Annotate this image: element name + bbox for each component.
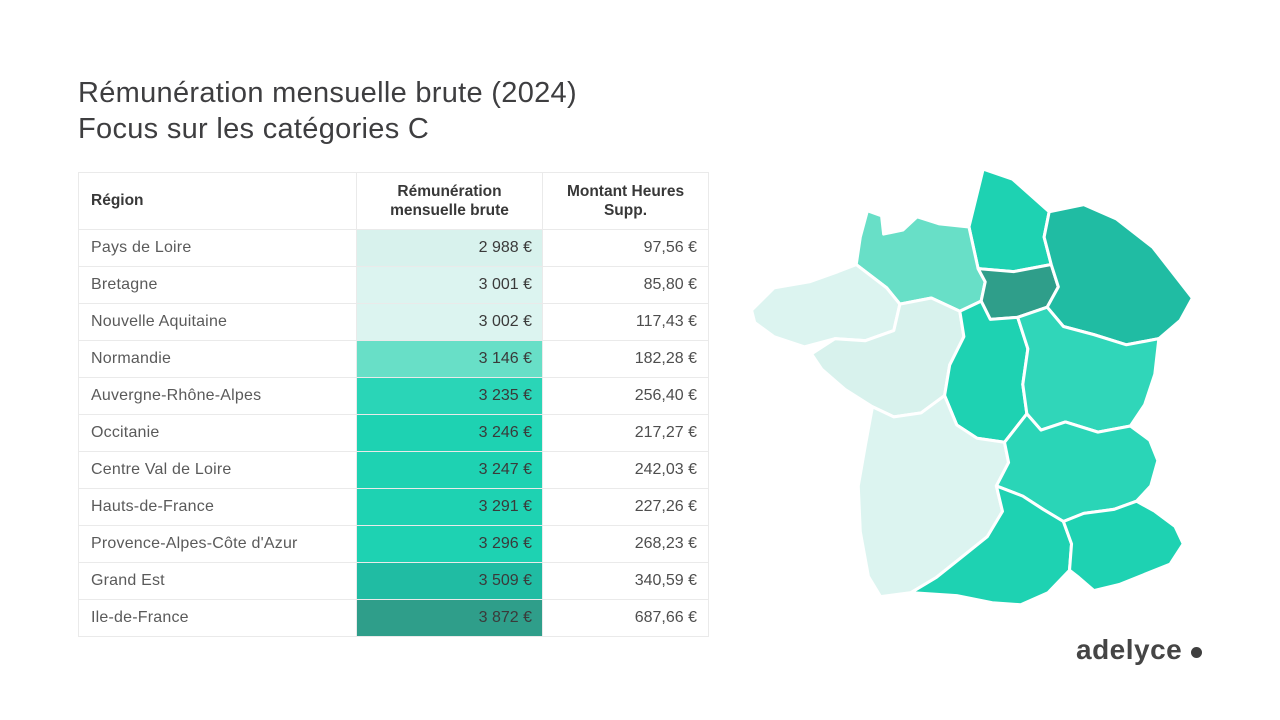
map-region-grand-est (1042, 203, 1194, 347)
page-title-line1: Rémunération mensuelle brute (2024) (78, 77, 577, 109)
map-region-bourgogne-franche-comte (1016, 305, 1161, 434)
cell-overtime: 242,03 € (542, 451, 709, 489)
table-row: Occitanie 3 246 €217,27 € (78, 414, 709, 452)
cell-overtime: 85,80 € (542, 266, 709, 304)
salary-table-body: Pays de Loire 2 988 €97,56 € Bretagne 3 001… (78, 229, 709, 637)
cell-salary: 2 988 € (356, 229, 543, 267)
cell-salary: 3 146 € (356, 340, 543, 378)
table-row: Grand Est 3 509 €340,59 € (78, 562, 709, 600)
table-row: Bretagne 3 001 €85,80 € (78, 266, 709, 304)
cell-region: Normandie (78, 340, 357, 378)
cell-overtime: 340,59 € (542, 562, 709, 600)
cell-region: Centre Val de Loire (78, 451, 357, 489)
table-row: Centre Val de Loire 3 247 €242,03 € (78, 451, 709, 489)
cell-overtime: 182,28 € (542, 340, 709, 378)
table-row: Auvergne-Rhône-Alpes 3 235 €256,40 € (78, 377, 709, 415)
cell-salary: 3 291 € (356, 488, 543, 526)
page-title: Rémunération mensuelle brute (2024) Focu… (78, 76, 577, 148)
cell-region: Bretagne (78, 266, 357, 304)
cell-overtime: 227,26 € (542, 488, 709, 526)
table-row: Ile-de-France 3 872 €687,66 € (78, 599, 709, 637)
table-row: Hauts-de-France 3 291 €227,26 € (78, 488, 709, 526)
cell-region: Occitanie (78, 414, 357, 452)
table-row: Provence-Alpes-Côte d'Azur 3 296 €268,23 … (78, 525, 709, 563)
cell-overtime: 268,23 € (542, 525, 709, 563)
cell-salary: 3 247 € (356, 451, 543, 489)
header-salary: Rémunération mensuelle brute (356, 172, 543, 230)
cell-region: Nouvelle Aquitaine (78, 303, 357, 341)
cell-salary: 3 246 € (356, 414, 543, 452)
france-map-svg (750, 167, 1194, 607)
map-region-occitanie (909, 484, 1074, 607)
france-choropleth-map (746, 166, 1198, 618)
salary-table-header: Région Rémunération mensuelle brute Mont… (78, 172, 709, 230)
header-overtime: Montant Heures Supp. (542, 172, 709, 230)
cell-region: Ile-de-France (78, 599, 357, 637)
cell-region: Hauts-de-France (78, 488, 357, 526)
adelyce-logo: adelyce (1076, 634, 1203, 666)
cell-overtime: 117,43 € (542, 303, 709, 341)
cell-salary: 3 235 € (356, 377, 543, 415)
table-row: Pays de Loire 2 988 €97,56 € (78, 229, 709, 267)
cell-region: Provence-Alpes-Côte d'Azur (78, 525, 357, 563)
salary-table: Région Rémunération mensuelle brute Mont… (78, 172, 709, 637)
cell-region: Pays de Loire (78, 229, 357, 267)
cell-overtime: 687,66 € (542, 599, 709, 637)
logo-dot-icon (1191, 646, 1203, 658)
table-row: Nouvelle Aquitaine 3 002 €117,43 € (78, 303, 709, 341)
cell-region: Grand Est (78, 562, 357, 600)
map-region-provence-alpes-cote-d-azur (1061, 499, 1185, 593)
cell-overtime: 256,40 € (542, 377, 709, 415)
table-row: Normandie 3 146 €182,28 € (78, 340, 709, 378)
cell-overtime: 97,56 € (542, 229, 709, 267)
cell-salary: 3 001 € (356, 266, 543, 304)
cell-overtime: 217,27 € (542, 414, 709, 452)
cell-region: Auvergne-Rhône-Alpes (78, 377, 357, 415)
map-region-hauts-de-france (967, 167, 1053, 274)
cell-salary: 3 509 € (356, 562, 543, 600)
cell-salary: 3 872 € (356, 599, 543, 637)
cell-salary: 3 002 € (356, 303, 543, 341)
cell-salary: 3 296 € (356, 525, 543, 563)
page-title-line2: Focus sur les catégories C (78, 112, 430, 145)
adelyce-logo-text: adelyce (1076, 634, 1183, 665)
header-region: Région (78, 172, 357, 230)
